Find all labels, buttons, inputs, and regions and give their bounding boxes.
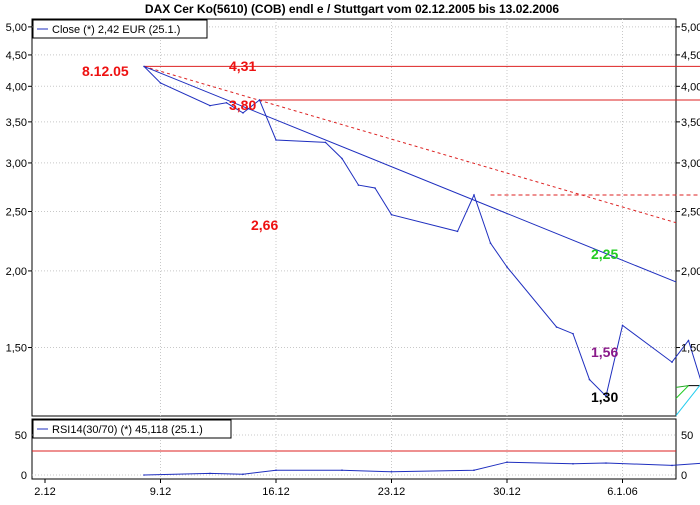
y-tick-label-right: 2,00 <box>681 266 700 278</box>
rsi-legend-box <box>32 419 232 439</box>
price-data-point <box>506 266 508 268</box>
y-tick-label-right: 3,50 <box>681 117 700 129</box>
rsi-y-tick-label-right: 50 <box>681 430 693 442</box>
y-tick-label-left: 2,00 <box>6 266 27 278</box>
price-data-point <box>588 378 591 381</box>
rsi-data-point <box>209 472 211 475</box>
rsi-data-point <box>390 471 393 473</box>
y-tick-label-right: 1,50 <box>681 343 700 355</box>
trend-line <box>143 65 677 224</box>
rsi-data-point <box>242 473 244 476</box>
price-data-point <box>621 324 624 327</box>
price-data-point <box>225 101 228 104</box>
y-tick-label-left: 3,00 <box>6 158 27 170</box>
price-data-point <box>456 230 459 233</box>
annotation-label: 3,80 <box>229 97 256 113</box>
y-tick-label-right: 3,00 <box>681 158 700 170</box>
rsi-data-point <box>341 469 343 472</box>
price-data-point <box>555 326 558 328</box>
rsi-legend: RSI14(30/70) (*) 45,118 (25.1.) <box>32 419 232 439</box>
y-tick-label-right: 4,50 <box>681 50 700 62</box>
x-tick-label: 23.12 <box>378 486 406 498</box>
y-tick-label-left: 5,00 <box>6 22 27 34</box>
y-tick-label-left: 1,50 <box>6 343 27 355</box>
price-legend: Close (*) 2,42 EUR (25.1.) <box>32 19 208 39</box>
label-layer: 2.129.1216.1223.1230.126.1.0613.120.127.… <box>6 22 700 498</box>
price-legend-box <box>32 19 208 39</box>
rsi-series-line <box>143 461 700 476</box>
x-tick-label: 16.12 <box>262 486 290 498</box>
y-tick-label-left: 2,50 <box>6 206 27 218</box>
x-tick-label: 2.12 <box>34 486 55 498</box>
y-tick-label-left: 3,50 <box>6 117 27 129</box>
rsi-data-point <box>143 474 145 476</box>
y-tick-label-right: 4,00 <box>681 81 700 93</box>
price-data-point <box>357 184 360 186</box>
x-tick-label: 6.1.06 <box>607 486 638 498</box>
price-data-point <box>687 339 690 342</box>
y-tick-label-left: 4,00 <box>6 81 27 93</box>
rsi-data-point <box>473 469 475 472</box>
overlay-layer <box>32 65 700 452</box>
price-data-point <box>489 242 492 244</box>
price-data-point <box>143 65 145 68</box>
trend-line <box>675 384 700 416</box>
grid-layer <box>28 19 680 483</box>
y-tick-label-right: 5,00 <box>681 22 700 34</box>
annotation-label: 2,66 <box>251 217 278 233</box>
price-data-point <box>605 395 607 397</box>
price-data-point <box>341 157 343 160</box>
price-data-point <box>324 141 327 144</box>
trend-line <box>143 65 677 283</box>
annotation-label: 2,25 <box>591 246 618 262</box>
annotation-label: 1,30 <box>591 389 618 405</box>
rsi-data-point <box>572 463 574 465</box>
price-data-point <box>275 139 277 141</box>
rsi-data-point <box>275 469 277 472</box>
rsi-y-tick-label-right: 0 <box>681 470 687 482</box>
price-data-point <box>374 187 376 189</box>
price-data-point <box>671 361 673 363</box>
annotation-label: 8.12.05 <box>82 63 129 79</box>
price-data-point <box>258 99 261 101</box>
price-legend-label: Close (*) 2,42 EUR (25.1.) <box>52 24 180 36</box>
x-tick-label: 9.12 <box>150 486 171 498</box>
rsi-data-point <box>506 461 508 464</box>
rsi-y-tick-label-left: 0 <box>21 470 27 482</box>
price-data-point <box>242 112 244 114</box>
price-series-line <box>143 66 700 398</box>
price-data-point <box>473 194 475 196</box>
rsi-y-tick-label-left: 50 <box>15 430 27 442</box>
chart-title: DAX Cer Ko(5610) (COB) endl e / Stuttgar… <box>145 2 559 16</box>
price-data-point <box>209 104 211 107</box>
price-data-point <box>390 213 393 216</box>
rsi-data-point <box>671 464 673 467</box>
price-data-point <box>159 82 162 84</box>
main-panel-frame <box>31 18 677 417</box>
rsi-legend-label: RSI14(30/70) (*) 45,118 (25.1.) <box>52 424 203 436</box>
annotation-label: 1,56 <box>591 344 618 360</box>
y-tick-label-left: 4,50 <box>6 50 27 62</box>
x-tick-label: 30.12 <box>493 486 521 498</box>
y-tick-label-right: 2,50 <box>681 206 700 218</box>
annotation-label: 4,31 <box>229 58 256 74</box>
price-data-point <box>572 332 574 335</box>
rsi-data-point <box>605 462 607 464</box>
trend-line <box>675 385 689 388</box>
trend-line <box>675 385 689 399</box>
series-layer <box>143 65 700 476</box>
